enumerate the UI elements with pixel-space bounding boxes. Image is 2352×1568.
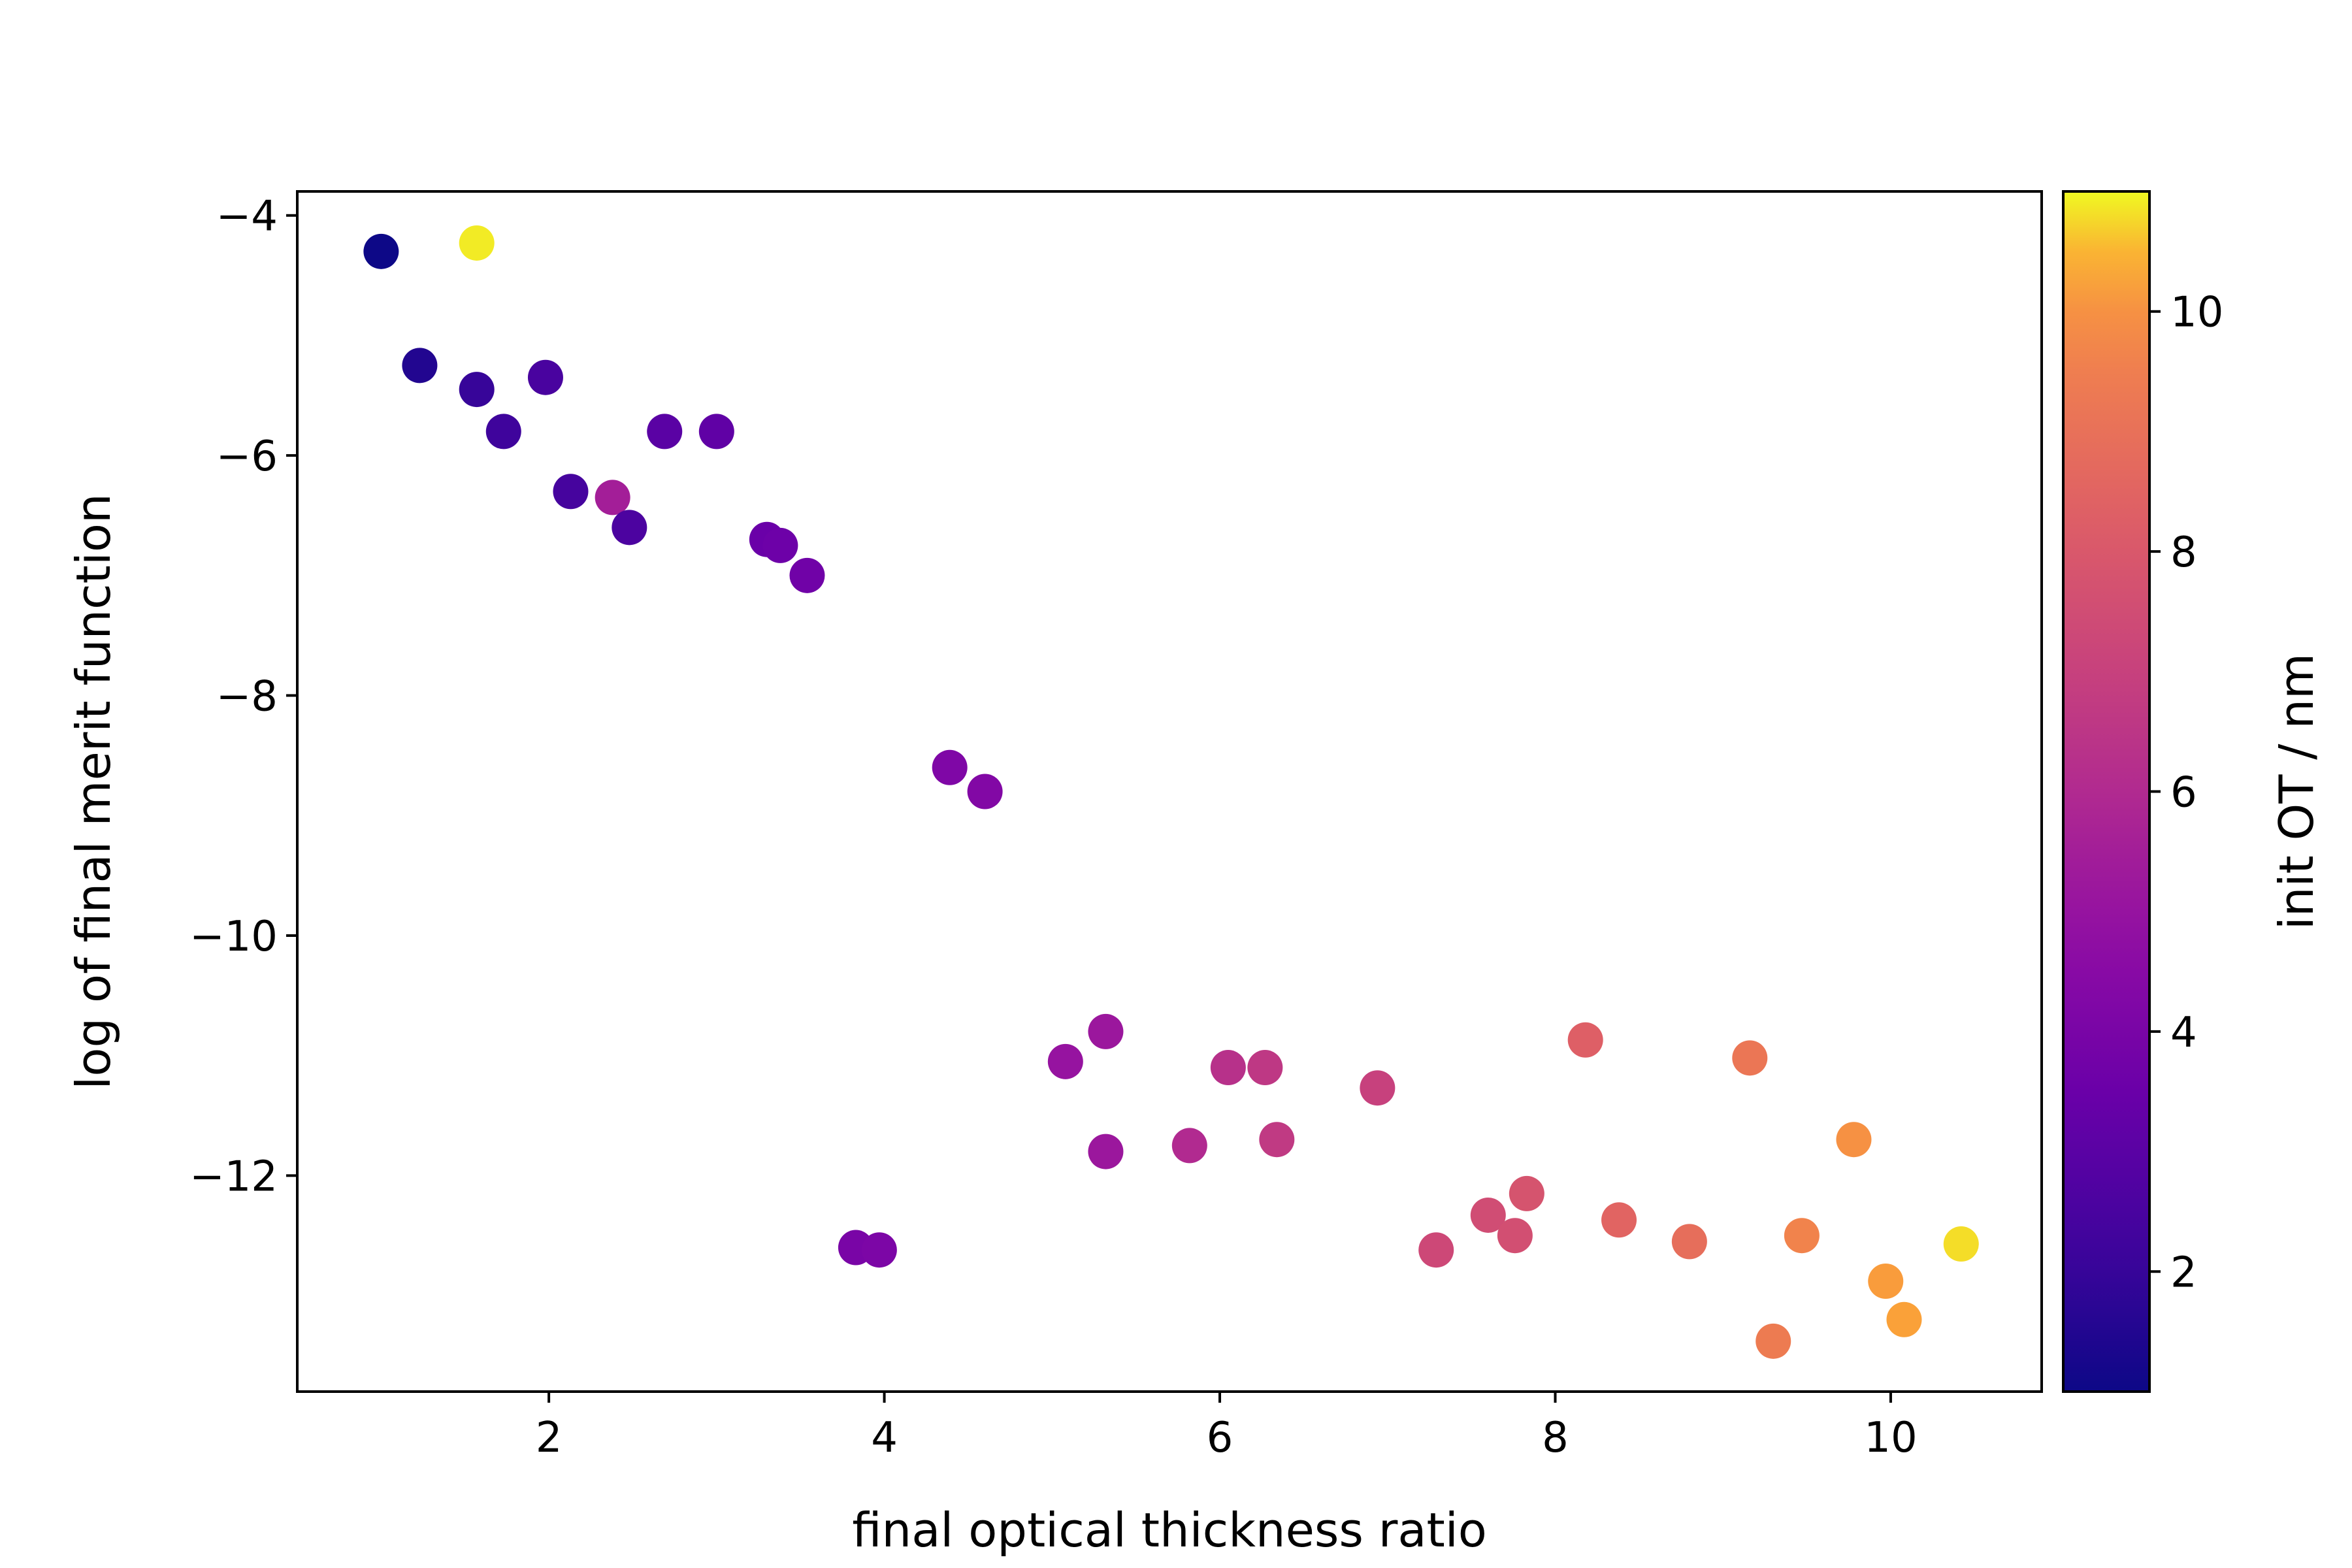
scatter-point-2	[402, 348, 438, 384]
scatter-point-26	[1418, 1232, 1454, 1268]
scatter-point-34	[1756, 1323, 1791, 1359]
axes-layer: 2 4 6 8 10 −4 −6 −8 −10 −12	[189, 190, 2043, 1462]
scatter-point-18	[1047, 1043, 1083, 1079]
colorbar-tick-label: 4	[2170, 1009, 2197, 1057]
points-layer	[363, 225, 1979, 1359]
scatter-point-33	[1732, 1040, 1768, 1076]
scatter-point-7	[595, 480, 630, 515]
scatter-point-8	[612, 510, 647, 546]
scatter-point-15	[861, 1232, 897, 1268]
colorbar-tick-label: 8	[2170, 529, 2197, 577]
scatter-point-32	[1671, 1224, 1707, 1260]
scatter-point-22	[1210, 1050, 1246, 1086]
x-axis-label: final optical thickness ratio	[852, 1503, 1487, 1558]
scatter-point-5	[527, 359, 563, 395]
scatter-point-29	[1509, 1175, 1544, 1211]
colorbar: 2 4 6 8 10	[2062, 190, 2223, 1393]
y-tick-label: −12	[189, 1152, 278, 1201]
scatter-point-17	[967, 774, 1003, 809]
scatter-point-19	[1088, 1013, 1124, 1049]
scatter-point-12	[762, 527, 798, 563]
scatter-point-39	[1943, 1226, 1979, 1262]
x-tick-label: 6	[1207, 1414, 1233, 1462]
y-tick-label: −6	[216, 433, 278, 481]
scatter-point-20	[1088, 1134, 1124, 1169]
y-tick-label: −4	[216, 193, 278, 241]
scatter-point-37	[1868, 1263, 1904, 1299]
scatter-point-23	[1247, 1050, 1283, 1086]
scatter-point-4	[485, 414, 521, 449]
scatter-point-31	[1601, 1202, 1637, 1238]
scatter-point-13	[789, 557, 825, 593]
colorbar-tick-label: 2	[2170, 1249, 2197, 1297]
y-tick-label: −10	[189, 913, 278, 961]
x-tick-label: 8	[1542, 1414, 1569, 1462]
scatter-point-6	[553, 474, 589, 510]
scatter-point-36	[1836, 1122, 1872, 1158]
colorbar-tick-label: 10	[2170, 289, 2223, 337]
scatter-point-3	[459, 372, 495, 408]
scatter-point-10	[698, 414, 734, 449]
scatter-point-9	[647, 414, 683, 449]
x-tick-label: 10	[1864, 1414, 1917, 1462]
scatter-point-24	[1259, 1122, 1295, 1158]
scatter-point-25	[1360, 1070, 1396, 1106]
scatter-point-30	[1567, 1022, 1603, 1058]
scatter-point-21	[1171, 1128, 1207, 1164]
plot-frame	[296, 190, 2043, 1393]
colorbar-tick-label: 6	[2170, 769, 2197, 817]
scatter-point-1	[459, 225, 495, 261]
scatter-point-16	[932, 749, 968, 785]
scatter-point-28	[1497, 1218, 1533, 1254]
y-tick-label: −8	[216, 673, 278, 721]
x-tick-label: 4	[871, 1414, 898, 1462]
x-tick-label: 2	[536, 1414, 563, 1462]
scatter-point-0	[363, 233, 399, 269]
scatter-point-27	[1470, 1197, 1506, 1233]
y-axis-label: log of final merit function	[66, 493, 121, 1089]
colorbar-gradient	[2063, 191, 2149, 1392]
scatter-point-35	[1784, 1218, 1820, 1254]
colorbar-label: init OT / nm	[2269, 653, 2324, 930]
scatter-point-38	[1886, 1301, 1922, 1337]
